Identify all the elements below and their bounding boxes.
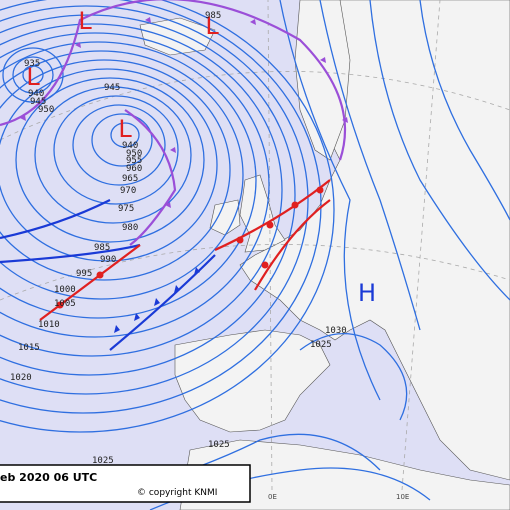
pressure-center: L <box>78 7 92 35</box>
occluded-symbol <box>342 117 348 123</box>
isobar <box>12 56 54 94</box>
isobar-label: 985 <box>94 243 110 253</box>
isobar <box>15 77 205 243</box>
warm-front-bump <box>266 221 274 229</box>
land-iberia <box>174 329 331 433</box>
isobar-label: 1020 <box>10 373 32 383</box>
occluded-symbol <box>165 202 171 208</box>
footer-date: eb 2020 06 UTC <box>0 471 97 484</box>
cold-front-triangle <box>134 313 140 321</box>
cold-front-triangle <box>174 285 180 293</box>
isobar-label: 985 <box>205 11 221 21</box>
occluded-front <box>124 109 177 246</box>
isobar-label: 1005 <box>54 299 76 309</box>
isobar <box>0 68 218 262</box>
occluded-front <box>0 0 347 161</box>
isobar <box>110 122 140 148</box>
footer-copyright: © copyright KNMI <box>137 488 217 498</box>
isobar-label: 965 <box>122 174 138 184</box>
isobar <box>319 0 421 331</box>
footer-box <box>0 464 251 503</box>
occluded-symbol <box>320 57 326 63</box>
isobar <box>53 95 179 205</box>
isobar-label: 955 <box>126 156 142 166</box>
isobar-label: 940 <box>28 89 44 99</box>
isobar-label: 945 <box>30 97 46 107</box>
isobar-label: 995 <box>76 269 92 279</box>
isobar <box>2 47 64 103</box>
isobar <box>34 86 192 224</box>
isobar-label: 1025 <box>310 340 332 350</box>
isobar <box>72 104 166 186</box>
occluded-symbol <box>250 19 256 25</box>
isobar-label: 935 <box>24 59 40 69</box>
meridian-label: 0E <box>268 493 277 501</box>
isobar <box>22 65 44 85</box>
isobar <box>0 59 231 281</box>
isobar <box>279 0 381 401</box>
isobar-label: 975 <box>118 204 134 214</box>
isobar-label: 1010 <box>38 320 60 330</box>
isobar <box>0 50 244 300</box>
isobar-label: 960 <box>126 164 142 174</box>
isobar-label: 970 <box>120 186 136 196</box>
isobar <box>91 113 153 167</box>
pressure-center: H <box>358 279 376 307</box>
warm-front <box>39 244 141 321</box>
cold-front <box>109 254 216 351</box>
isobar <box>369 0 510 301</box>
cold-front <box>0 199 111 240</box>
cold-front <box>0 243 141 264</box>
isobar <box>0 0 335 433</box>
isobar <box>0 23 283 357</box>
cold-front-triangle <box>154 298 160 306</box>
isobar <box>419 0 510 221</box>
meridian-label: 10E <box>396 493 409 501</box>
isobar-label: 950 <box>126 149 142 159</box>
cold-front-triangle <box>194 267 200 275</box>
pressure-center: L <box>205 12 219 40</box>
isobar-label: 1000 <box>54 285 76 295</box>
land-africa <box>179 439 510 510</box>
isobar-label: 940 <box>122 141 138 151</box>
warm-front <box>254 199 331 291</box>
isobar <box>0 5 309 395</box>
isobar-label: 1030 <box>325 326 347 336</box>
isobar <box>299 333 408 421</box>
warm-front-bump <box>291 201 299 209</box>
pressure-center: L <box>118 115 132 143</box>
warm-front-bump <box>56 301 64 309</box>
land-ireland <box>209 199 241 236</box>
isobar-label: 950 <box>38 105 54 115</box>
pressure-center: L <box>26 63 40 91</box>
land-europe <box>239 0 510 481</box>
isobar-label: 1015 <box>18 343 40 353</box>
occluded-symbol <box>20 115 26 121</box>
warm-front-bump <box>316 186 324 194</box>
warm-front-bump <box>236 236 244 244</box>
warm-front-bump <box>96 271 104 279</box>
isobar-label: 1025 <box>208 440 230 450</box>
isobar-label: 945 <box>104 83 120 93</box>
land-iceland <box>139 17 216 56</box>
isobar-label: 990 <box>100 255 116 265</box>
cold-front-triangle <box>114 325 120 333</box>
isobar <box>0 41 257 319</box>
isobar-label: 980 <box>122 223 138 233</box>
isobar <box>0 0 322 414</box>
land-scandinavia <box>294 0 351 161</box>
occluded-symbol <box>170 147 176 153</box>
isobar-label: 1025 <box>92 456 114 466</box>
warm-front-bump <box>261 261 269 269</box>
isobar <box>0 32 270 338</box>
occluded-symbol <box>75 42 81 48</box>
occluded-symbol <box>145 17 151 23</box>
